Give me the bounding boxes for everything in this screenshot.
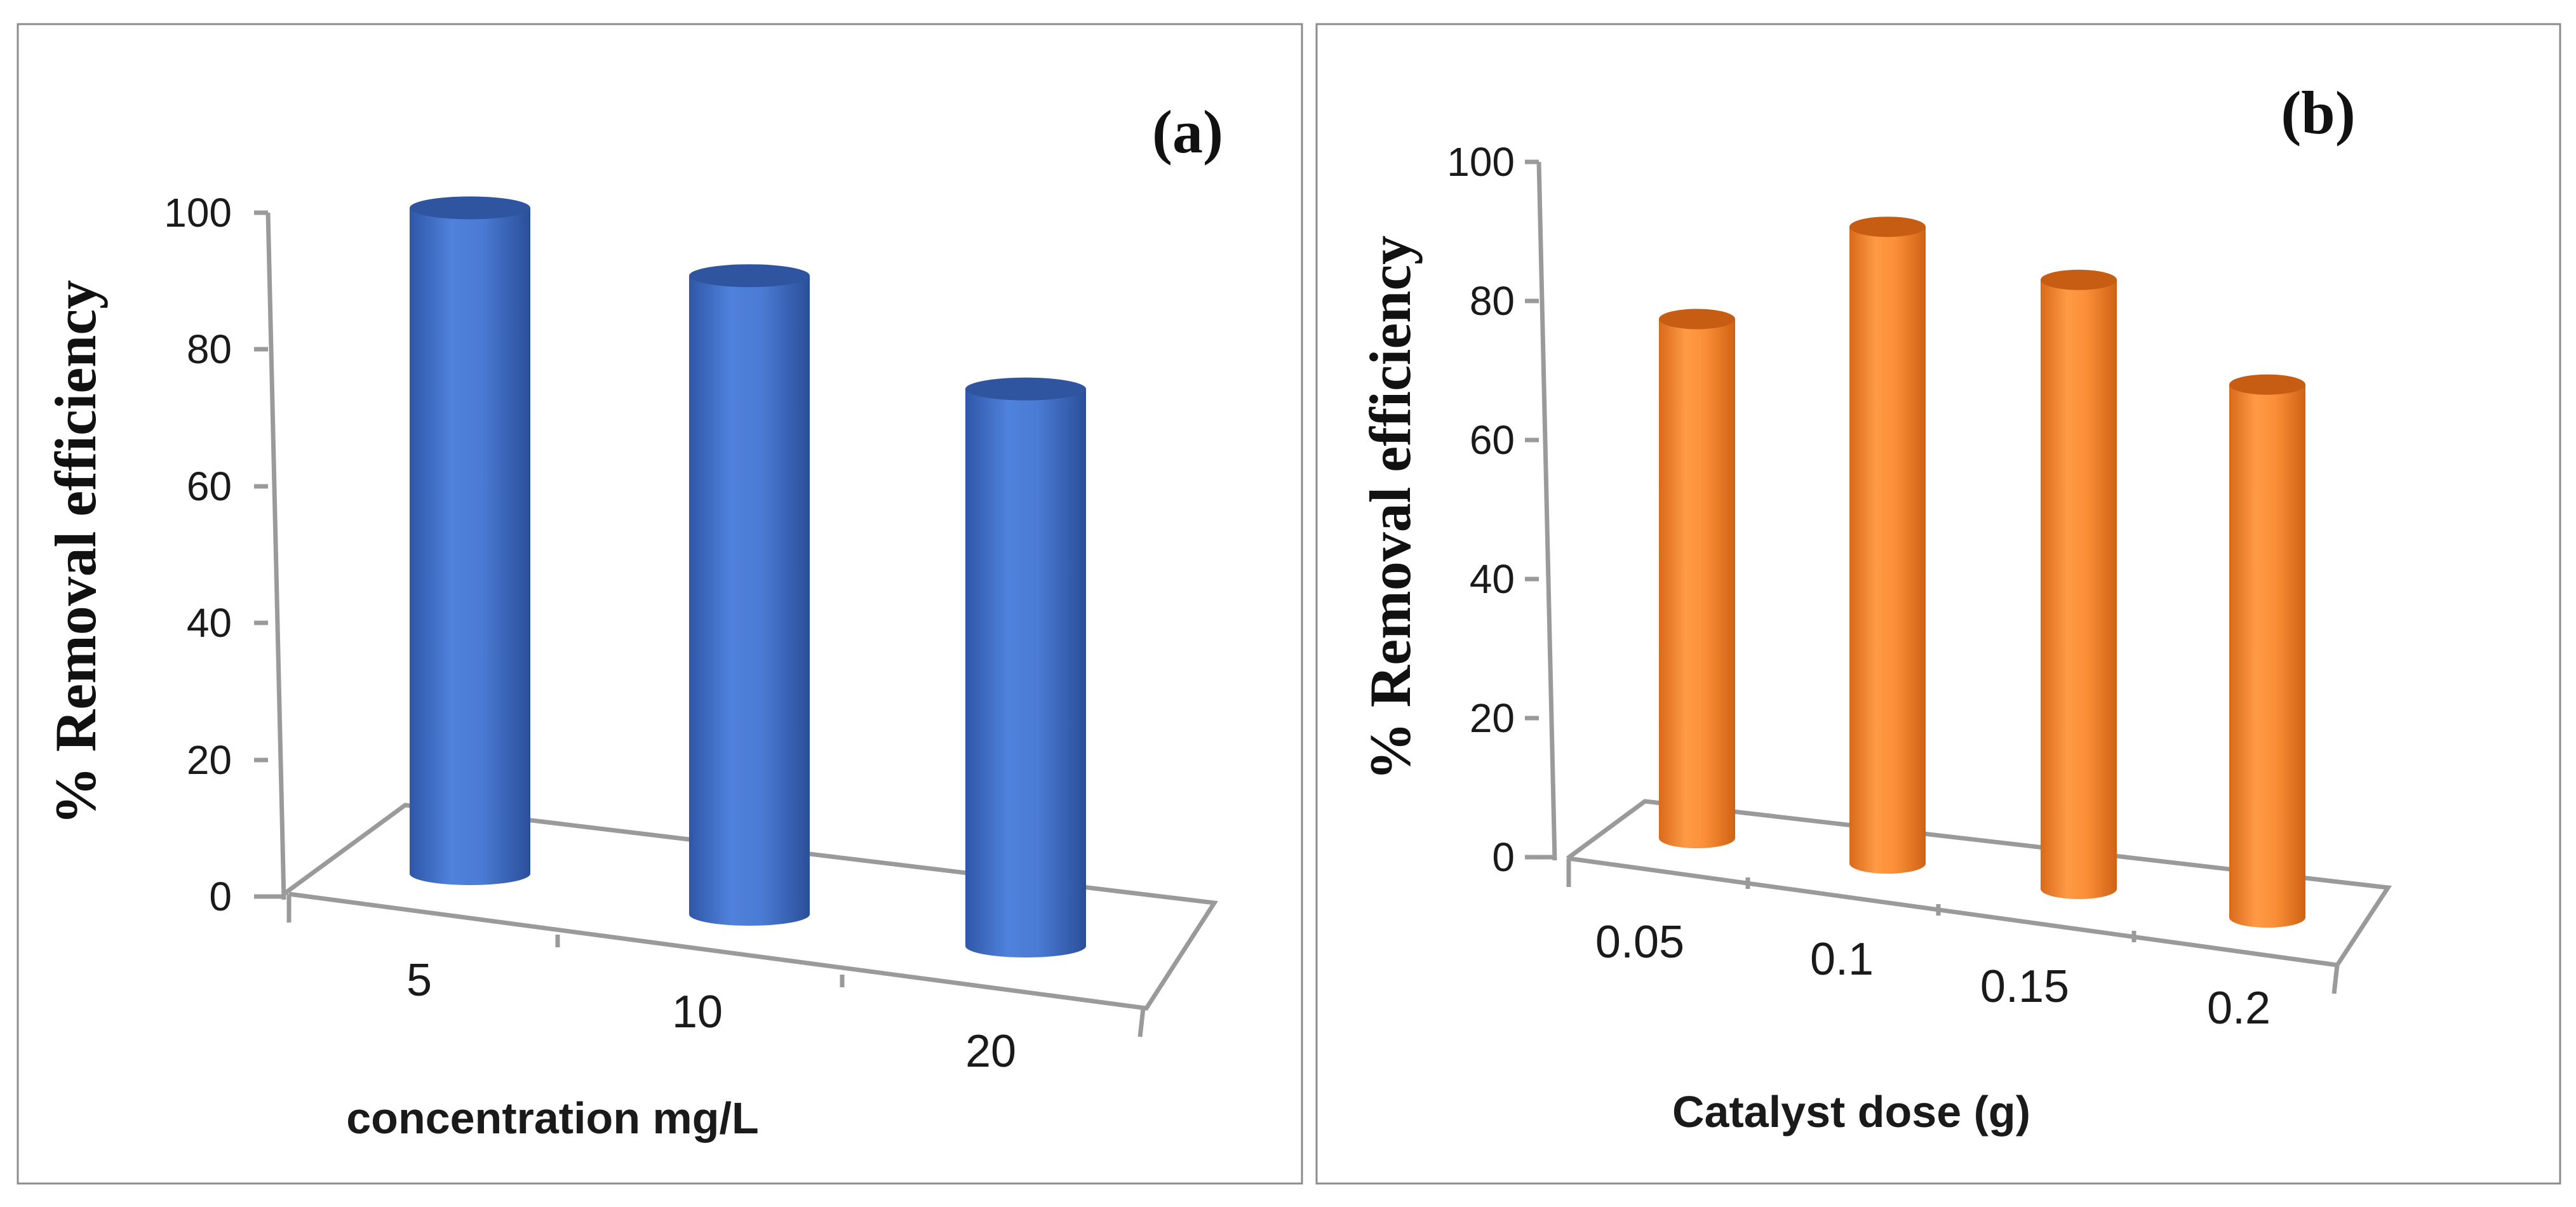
panel-b-x-tick-label: 0.2	[2207, 983, 2271, 1034]
panel-b-y-tick-label: 80	[1470, 278, 1515, 324]
panel-b-bar-body	[2041, 279, 2117, 899]
panel-b-y-tick-label: 0	[1492, 834, 1515, 880]
panel-a-frame	[17, 23, 1303, 1185]
panel-b-bars	[1659, 217, 2305, 928]
panel-a-axes	[265, 212, 1218, 1037]
panel-b-y-axis-line	[1536, 161, 1557, 861]
panel-b-x-tick-label: 0.05	[1595, 917, 1684, 968]
panel-a-bar-top	[965, 377, 1086, 401]
panel-b-x-ticks: 0.05 0.1 0.15 0.2	[1595, 917, 2271, 1034]
panel-b-bar	[2041, 269, 2117, 899]
panel-a-y-tick-label: 20	[187, 737, 232, 783]
panel-a-bar	[689, 264, 810, 926]
panel-b-bar	[2229, 374, 2305, 928]
panel-a-bars	[410, 196, 1086, 957]
panel-b-x-tick-label: 0.15	[1980, 961, 2069, 1012]
panel-b-y-tick-label: 40	[1470, 556, 1515, 602]
panel-a-bar	[410, 196, 530, 885]
panel-b-bar-top	[2229, 374, 2305, 395]
panel-b-y-axis-title: % Removal efficiency	[1358, 236, 1423, 780]
panel-a-bar-top	[689, 264, 810, 288]
panel-a-y-axis-line	[265, 212, 286, 900]
panel-b-label: (b)	[2281, 79, 2355, 147]
panel-a-y-axis-title: % Removal efficiency	[43, 280, 108, 825]
panel-b-bar	[1849, 217, 1926, 874]
panel-a-x-tick-label: 5	[406, 955, 432, 1006]
panel-a-y-tick-label: 0	[209, 874, 232, 919]
panel-a-x-axis-end-tick	[1137, 1008, 1146, 1037]
panel-a-y-tick-label: 40	[187, 600, 232, 646]
panel-a-bar-top	[410, 196, 530, 220]
panel-a-y-tick-label: 60	[187, 463, 232, 509]
panel-b-bar-body	[1659, 319, 1735, 848]
panel-a-y-ticks: 0 20 40 60 80 100	[164, 190, 284, 919]
panel-b-bar-body	[1849, 227, 1926, 874]
panel-b-axes	[1536, 161, 2392, 994]
panel-b-frame	[1315, 23, 2561, 1185]
panel-a-x-ticks: 5 10 20	[406, 955, 1016, 1077]
panel-b-y-tick-label: 20	[1470, 695, 1515, 741]
panel-b-y-tick-label: 60	[1470, 417, 1515, 463]
panel-a: (a) % Removal efficiency concentration m…	[17, 23, 1303, 1185]
panel-a-bar-body	[689, 276, 810, 926]
panel-b-x-tick-label: 0.1	[1810, 934, 1874, 985]
panel-a-bar-body	[965, 389, 1086, 957]
panel-a-x-tick-label: 20	[965, 1026, 1016, 1077]
panel-a-bar	[965, 377, 1086, 957]
panel-a-x-axis-title: concentration mg/L	[346, 1093, 758, 1143]
panel-a-label: (a)	[1152, 98, 1223, 166]
panel-b-y-tick-label: 100	[1447, 139, 1515, 185]
panel-a-bar-body	[410, 208, 530, 885]
panel-b-bar-top	[1659, 309, 1735, 330]
panel-b-bar	[1659, 309, 1735, 848]
panel-a-floor	[282, 803, 1218, 1011]
panel-b-bar-body	[2229, 384, 2305, 928]
panel-b-x-axis-end-tick	[2331, 964, 2340, 994]
panel-b-bar-top	[2041, 269, 2117, 290]
panel-b-bar-top	[1849, 217, 1926, 237]
panel-a-x-tick-label: 10	[672, 987, 723, 1037]
panel-b: (b) % Removal efficiency Catalyst dose (…	[1315, 23, 2561, 1185]
panel-b-floor	[1566, 799, 2392, 968]
panel-b-x-axis-title: Catalyst dose (g)	[1672, 1087, 2030, 1137]
panel-b-y-ticks: 0 20 40 60 80 100	[1447, 139, 1555, 880]
panel-a-y-tick-label: 80	[187, 326, 232, 372]
panel-a-y-tick-label: 100	[164, 190, 232, 236]
